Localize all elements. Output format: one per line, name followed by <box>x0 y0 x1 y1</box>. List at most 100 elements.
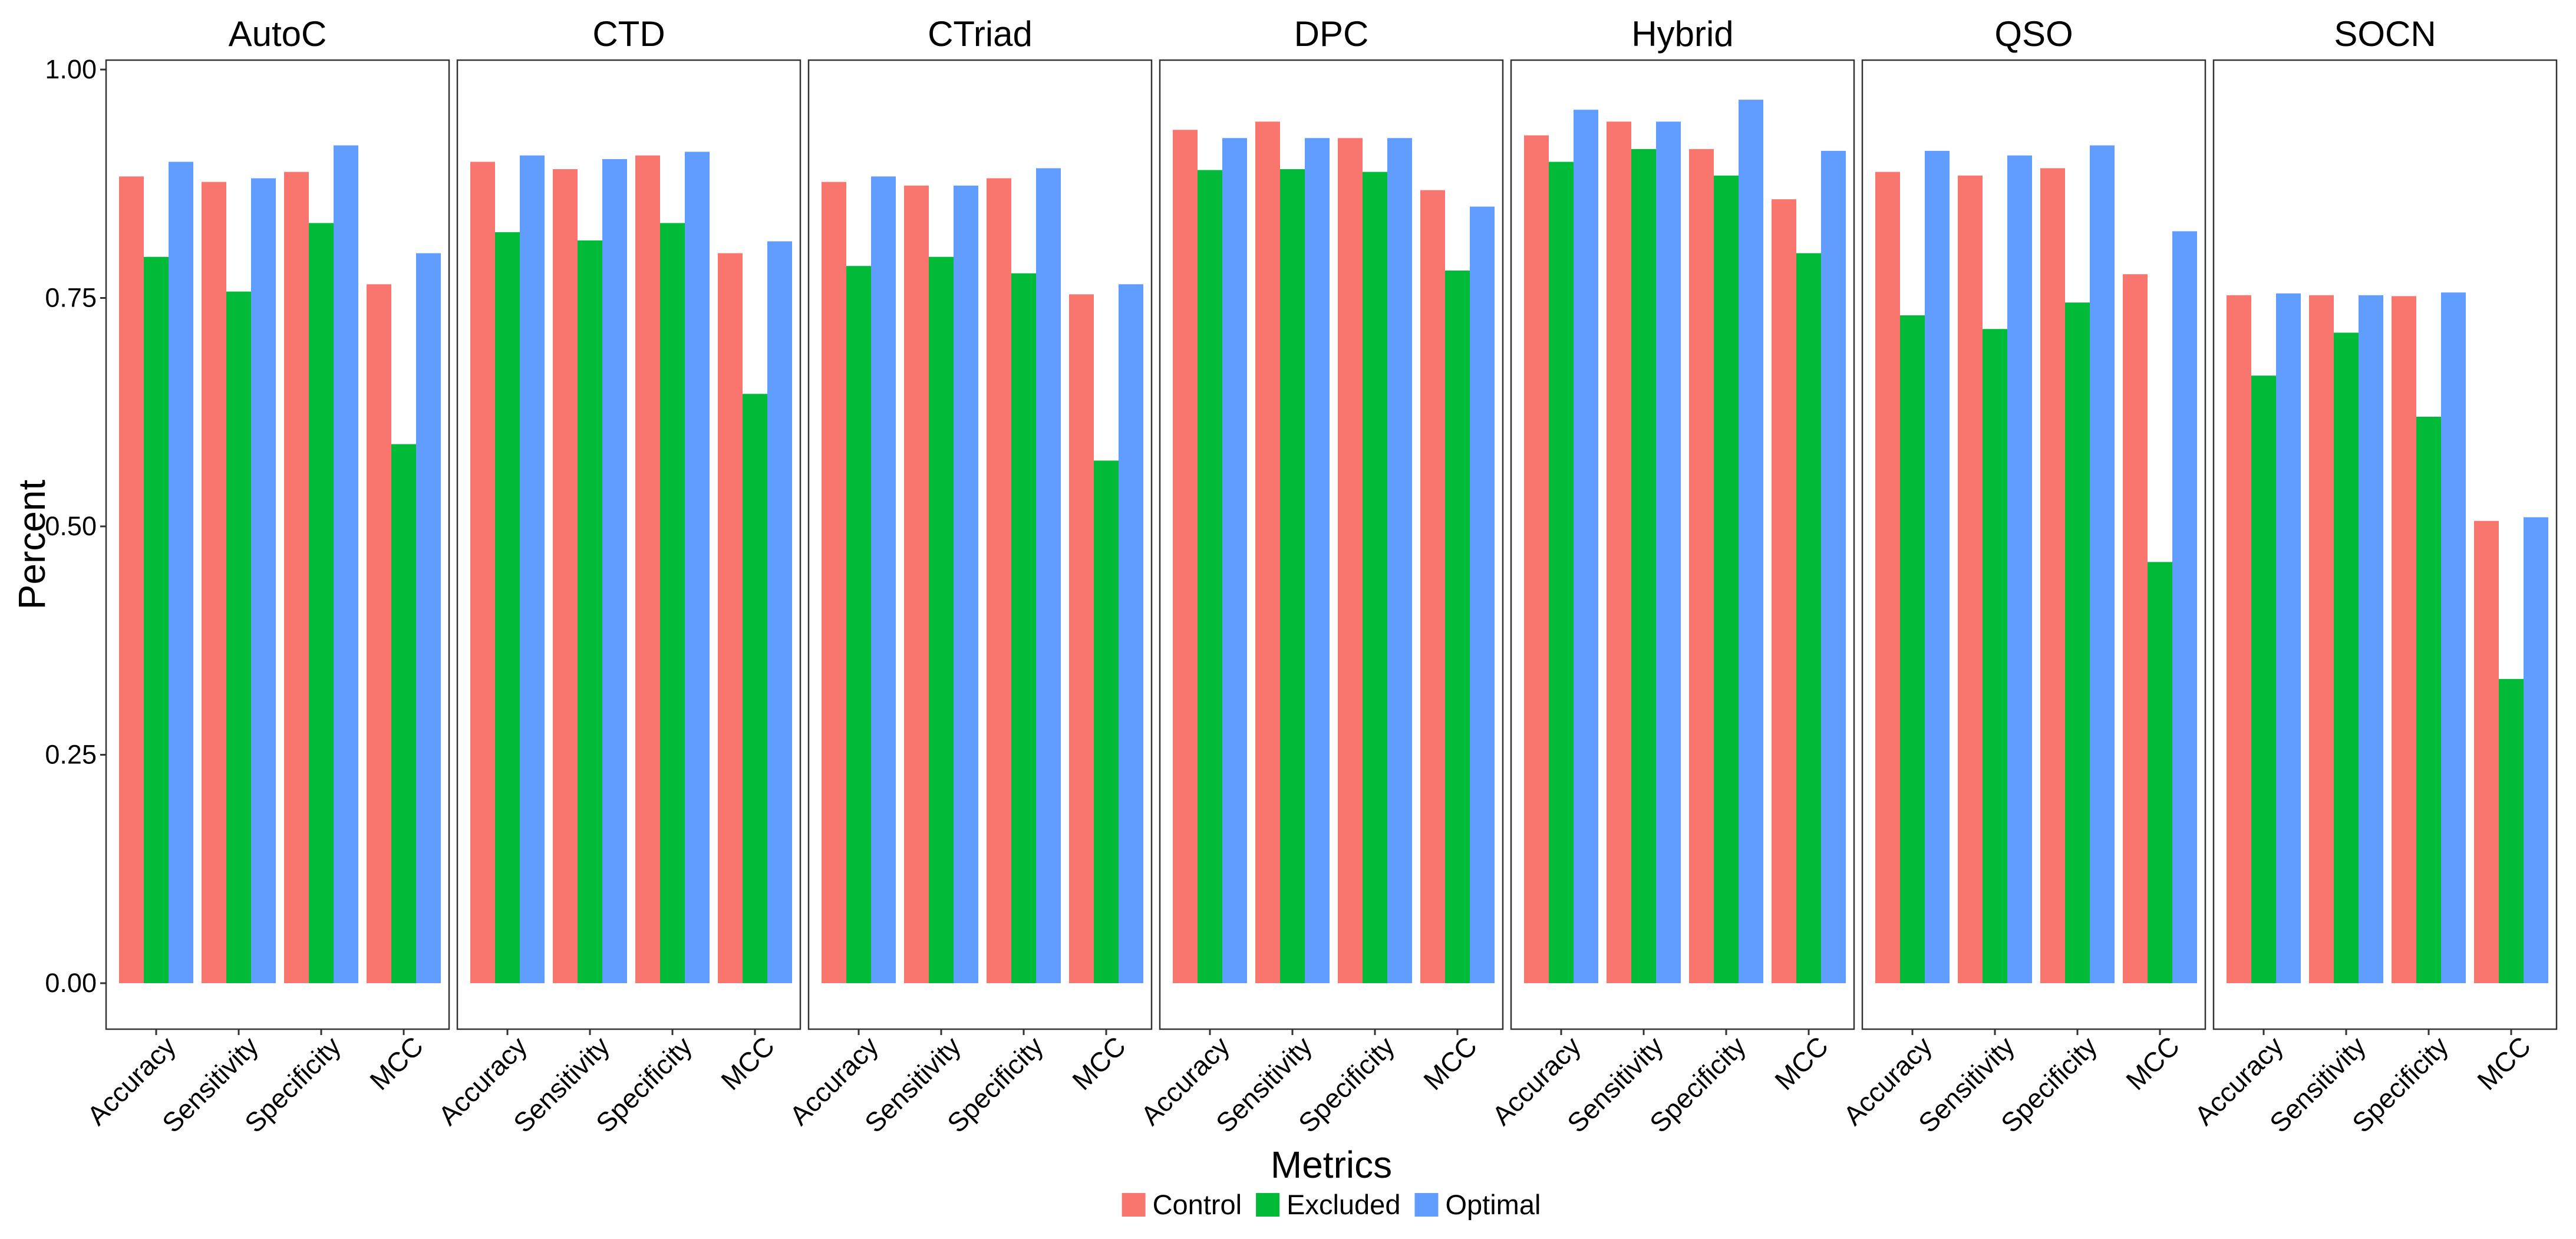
bar-hybrid-mcc-optimal <box>1821 150 1846 984</box>
y-tick-label: 1.00 <box>45 54 97 84</box>
bar-socn-specificity-optimal <box>2441 292 2466 984</box>
bar-hybrid-accuracy-control <box>1524 135 1549 984</box>
y-axis-title: Percent <box>11 480 53 610</box>
y-axis: 0.00 0.25 0.50 0.75 1.00 <box>45 54 106 998</box>
bar-autoc-mcc-optimal <box>416 253 441 983</box>
legend-label: Control <box>1153 1189 1242 1220</box>
bar-dpc-mcc-control <box>1420 190 1445 984</box>
bar-ctd-accuracy-optimal <box>520 155 545 984</box>
legend: Control Excluded Optimal <box>1122 1189 1541 1220</box>
bar-socn-accuracy-control <box>2227 295 2251 984</box>
bar-ctriad-accuracy-optimal <box>871 176 896 984</box>
bar-qso-accuracy-excluded <box>1900 315 1925 984</box>
bar-hybrid-accuracy-excluded <box>1549 162 1574 983</box>
facet-title: CTD <box>592 14 665 54</box>
bar-autoc-accuracy-optimal <box>169 162 193 983</box>
bar-ctriad-sensitivity-optimal <box>954 185 978 984</box>
bar-socn-specificity-excluded <box>2416 417 2441 983</box>
bar-dpc-accuracy-control <box>1173 130 1198 983</box>
bar-ctd-sensitivity-optimal <box>602 159 627 983</box>
bar-autoc-accuracy-control <box>119 176 144 984</box>
bar-qso-specificity-control <box>2040 168 2065 983</box>
bar-ctriad-sensitivity-excluded <box>929 256 954 983</box>
bar-hybrid-mcc-excluded <box>1796 253 1821 983</box>
bar-dpc-mcc-optimal <box>1470 206 1495 983</box>
bar-dpc-accuracy-excluded <box>1198 170 1222 983</box>
bar-autoc-sensitivity-control <box>202 182 226 983</box>
legend-item-optimal: Optimal <box>1414 1189 1541 1220</box>
bar-qso-specificity-optimal <box>2090 145 2115 983</box>
legend-item-control: Control <box>1122 1189 1242 1220</box>
bar-hybrid-sensitivity-excluded <box>1631 149 1656 984</box>
bar-socn-mcc-excluded <box>2499 678 2524 983</box>
legend-key <box>1122 1193 1146 1217</box>
bar-hybrid-accuracy-optimal <box>1574 110 1598 984</box>
bar-qso-accuracy-optimal <box>1925 150 1950 984</box>
bar-dpc-specificity-control <box>1338 138 1363 983</box>
bar-autoc-mcc-control <box>367 284 391 983</box>
legend-label: Optimal <box>1445 1189 1541 1220</box>
bar-qso-specificity-excluded <box>2065 302 2090 983</box>
legend-key <box>1414 1193 1439 1217</box>
bar-qso-sensitivity-excluded <box>1983 329 2007 984</box>
bar-hybrid-specificity-excluded <box>1714 175 1739 983</box>
y-tick-label: 0.75 <box>45 283 97 313</box>
bar-hybrid-specificity-control <box>1689 149 1714 984</box>
bar-ctriad-specificity-control <box>987 178 1011 984</box>
bar-autoc-mcc-excluded <box>391 444 416 983</box>
bar-autoc-specificity-control <box>284 172 309 984</box>
bar-autoc-specificity-optimal <box>334 145 358 983</box>
facet-title: AutoC <box>229 14 327 54</box>
bar-socn-mcc-control <box>2474 520 2499 983</box>
bar-dpc-mcc-excluded <box>1445 271 1470 983</box>
legend-item-excluded: Excluded <box>1256 1189 1400 1220</box>
bar-qso-mcc-control <box>2123 274 2148 984</box>
facet-title: QSO <box>1994 14 2073 54</box>
bar-dpc-accuracy-optimal <box>1222 138 1247 983</box>
bar-ctd-sensitivity-excluded <box>578 240 602 984</box>
y-tick-label: 0.50 <box>45 511 97 541</box>
bar-ctriad-accuracy-excluded <box>846 266 871 983</box>
facet-title: DPC <box>1294 14 1369 54</box>
bar-ctriad-specificity-optimal <box>1036 168 1061 983</box>
x-tick-label: MCC <box>1769 1030 1834 1096</box>
bar-hybrid-specificity-optimal <box>1739 100 1763 983</box>
bar-hybrid-mcc-control <box>1772 199 1796 984</box>
facet-title: Hybrid <box>1631 14 1733 54</box>
bar-ctd-specificity-optimal <box>685 151 710 983</box>
bar-ctriad-specificity-excluded <box>1011 273 1036 983</box>
facet-title: SOCN <box>2334 14 2436 54</box>
bar-qso-sensitivity-control <box>1958 175 1983 983</box>
bar-autoc-accuracy-excluded <box>144 256 169 983</box>
bar-autoc-sensitivity-optimal <box>251 178 276 984</box>
x-tick-label: MCC <box>1066 1030 1132 1096</box>
x-tick-label: MCC <box>715 1030 780 1096</box>
bar-qso-mcc-excluded <box>2148 562 2172 983</box>
bar-ctd-mcc-control <box>718 253 743 983</box>
bar-ctriad-sensitivity-control <box>904 185 929 984</box>
legend-label: Excluded <box>1287 1189 1400 1220</box>
x-tick-label: MCC <box>2471 1030 2537 1096</box>
bar-socn-sensitivity-control <box>2309 295 2334 984</box>
bar-ctriad-mcc-control <box>1069 294 1094 983</box>
bar-dpc-sensitivity-excluded <box>1280 169 1305 984</box>
bar-autoc-specificity-excluded <box>309 223 334 983</box>
bar-dpc-sensitivity-optimal <box>1305 138 1330 983</box>
bar-socn-sensitivity-optimal <box>2359 295 2383 984</box>
bar-ctd-sensitivity-control <box>553 169 578 984</box>
x-tick-label: MCC <box>2120 1030 2185 1096</box>
bar-ctd-mcc-optimal <box>767 241 792 983</box>
bar-hybrid-sensitivity-control <box>1607 121 1631 984</box>
bar-autoc-sensitivity-excluded <box>226 291 251 983</box>
facet-title: CTriad <box>928 14 1033 54</box>
bar-socn-specificity-control <box>2392 296 2416 983</box>
x-tick-label: MCC <box>364 1030 429 1096</box>
legend-key <box>1256 1193 1280 1217</box>
x-axis-title: Metrics <box>1271 1144 1392 1186</box>
